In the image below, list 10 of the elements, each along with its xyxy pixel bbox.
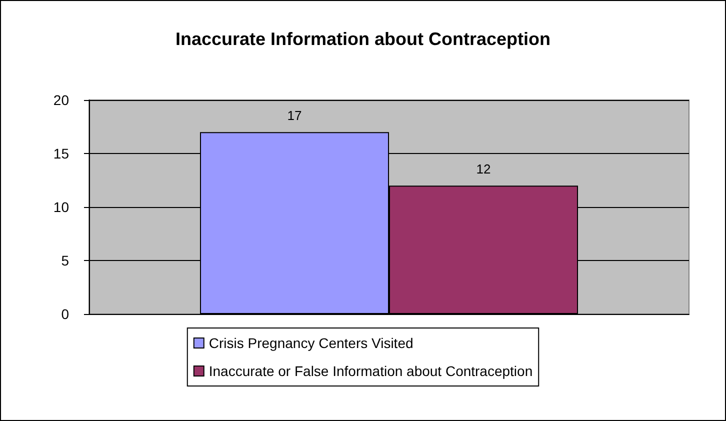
y-tick-label: 20 xyxy=(53,92,70,108)
data-label: 17 xyxy=(287,108,302,124)
y-tick-label: 15 xyxy=(53,146,70,162)
data-label: 12 xyxy=(476,162,491,177)
legend-label: Crisis Pregnancy Centers Visited xyxy=(208,335,414,351)
y-tick-label: 0 xyxy=(61,306,70,322)
y-tick-label: 10 xyxy=(53,199,70,215)
legend-label: Inaccurate or False Information about Contraception xyxy=(208,363,533,379)
y-tick-label: 5 xyxy=(61,252,70,268)
chart-title: Inaccurate Information about Contraception xyxy=(175,29,551,49)
